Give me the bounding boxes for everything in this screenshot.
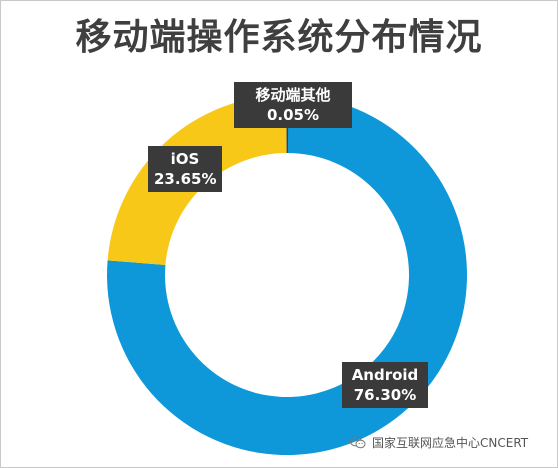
data-label-ios-name: iOS [170,150,200,168]
data-label-android-value: 76.30% [353,386,417,404]
data-label-ios: iOS 23.65% [148,146,222,192]
data-label-other-name: 移动端其他 [255,86,331,104]
data-label-android-name: Android [351,366,419,384]
data-label-android: Android 76.30% [342,362,428,408]
watermark: 国家互联网应急中心CNCERT [350,434,528,451]
data-label-other: 移动端其他 0.05% [234,82,352,128]
wechat-icon [350,436,366,449]
chart-title: 移动端操作系统分布情况 [75,17,483,58]
data-label-ios-value: 23.65% [154,170,217,188]
watermark-text: 国家互联网应急中心CNCERT [372,436,529,450]
data-label-other-value: 0.05% [266,106,320,124]
